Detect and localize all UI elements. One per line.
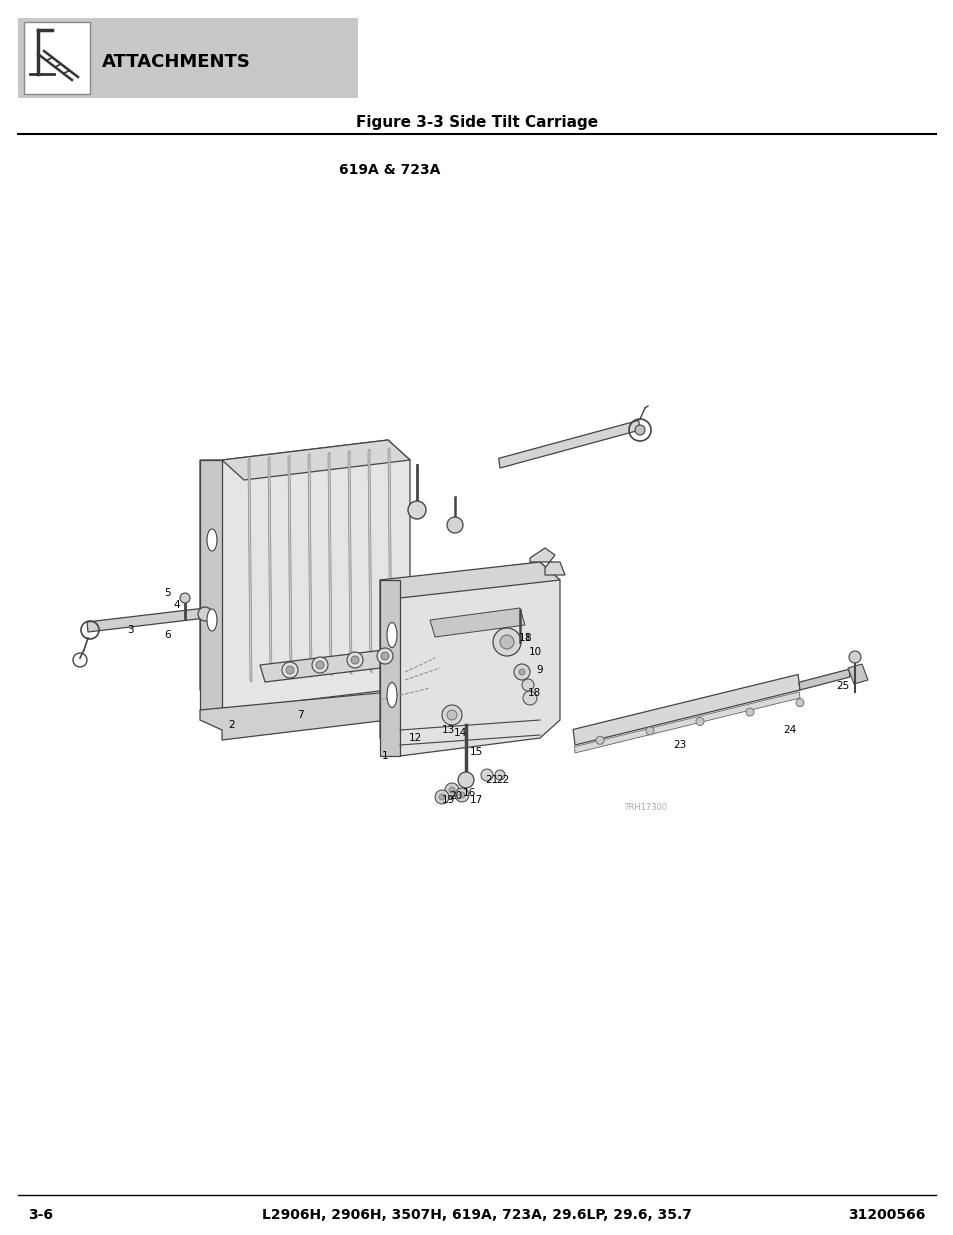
Text: 12: 12 (408, 734, 421, 743)
Circle shape (347, 652, 363, 668)
Circle shape (480, 769, 493, 781)
Circle shape (438, 794, 444, 800)
Circle shape (312, 657, 328, 673)
Circle shape (455, 788, 469, 802)
Circle shape (518, 669, 524, 676)
Ellipse shape (207, 609, 216, 631)
Text: 1: 1 (381, 751, 388, 761)
Polygon shape (847, 664, 867, 684)
Polygon shape (368, 450, 372, 673)
Circle shape (457, 772, 474, 788)
Circle shape (447, 710, 456, 720)
Circle shape (180, 593, 190, 603)
Polygon shape (308, 453, 312, 678)
Polygon shape (388, 447, 392, 672)
Text: 13: 13 (441, 725, 455, 735)
Circle shape (441, 705, 461, 725)
Ellipse shape (387, 683, 396, 708)
Polygon shape (799, 669, 849, 690)
Circle shape (444, 783, 458, 797)
Text: 21: 21 (485, 776, 498, 785)
Text: 25: 25 (836, 680, 849, 692)
Text: 14: 14 (453, 727, 466, 739)
Text: 4: 4 (173, 600, 180, 610)
Circle shape (795, 699, 803, 706)
Circle shape (596, 736, 603, 745)
Polygon shape (248, 458, 252, 682)
Bar (24, 22, 90, 94)
Circle shape (282, 662, 297, 678)
Circle shape (447, 517, 462, 534)
Circle shape (458, 792, 464, 798)
Polygon shape (200, 690, 410, 740)
Text: 5: 5 (165, 588, 172, 598)
Polygon shape (200, 440, 410, 710)
Text: 619A & 723A: 619A & 723A (339, 163, 440, 177)
Text: 22: 22 (496, 776, 509, 785)
Circle shape (351, 656, 358, 664)
Circle shape (286, 666, 294, 674)
Polygon shape (268, 457, 272, 680)
Polygon shape (379, 580, 399, 756)
Text: 3: 3 (127, 625, 133, 635)
Polygon shape (328, 452, 332, 676)
Circle shape (848, 651, 861, 663)
Text: 2: 2 (229, 720, 235, 730)
Polygon shape (574, 692, 800, 753)
Circle shape (493, 629, 520, 656)
Polygon shape (222, 440, 410, 480)
Text: Figure 3-3 Side Tilt Carriage: Figure 3-3 Side Tilt Carriage (355, 115, 598, 130)
Circle shape (696, 718, 703, 725)
Polygon shape (430, 608, 524, 637)
Polygon shape (288, 454, 292, 679)
Ellipse shape (207, 529, 216, 551)
Text: 23: 23 (673, 740, 686, 750)
Text: 6: 6 (165, 630, 172, 640)
Text: 18: 18 (527, 688, 540, 698)
Text: 9: 9 (537, 664, 543, 676)
Polygon shape (530, 548, 564, 576)
Polygon shape (573, 674, 800, 745)
Circle shape (499, 635, 514, 650)
Circle shape (380, 652, 389, 659)
Text: 31200566: 31200566 (848, 1208, 925, 1221)
Polygon shape (200, 459, 222, 710)
Polygon shape (260, 648, 405, 682)
Text: 24: 24 (782, 725, 796, 735)
Polygon shape (379, 562, 559, 756)
Circle shape (645, 727, 654, 735)
Circle shape (635, 425, 644, 435)
Circle shape (315, 661, 324, 669)
Circle shape (495, 769, 504, 781)
Text: L2906H, 2906H, 3507H, 619A, 723A, 29.6LP, 29.6, 35.7: L2906H, 2906H, 3507H, 619A, 723A, 29.6LP… (262, 1208, 691, 1221)
Circle shape (521, 679, 534, 692)
Text: 10: 10 (528, 647, 541, 657)
Text: 7RH17300: 7RH17300 (622, 804, 666, 813)
Bar (18, 19, 357, 98)
Circle shape (376, 648, 393, 664)
Text: ATTACHMENTS: ATTACHMENTS (102, 53, 251, 70)
Text: 15: 15 (469, 747, 482, 757)
Circle shape (198, 606, 212, 621)
Text: 20: 20 (449, 790, 462, 802)
Circle shape (745, 708, 753, 716)
Text: 16: 16 (462, 788, 476, 798)
Text: 7: 7 (296, 710, 303, 720)
Circle shape (522, 692, 537, 705)
Circle shape (435, 790, 449, 804)
Text: 11: 11 (517, 634, 531, 643)
Polygon shape (348, 451, 352, 674)
Text: 3-6: 3-6 (28, 1208, 53, 1221)
Polygon shape (379, 562, 559, 598)
Polygon shape (87, 608, 206, 632)
Polygon shape (498, 420, 639, 468)
Circle shape (408, 501, 426, 519)
Text: 17: 17 (469, 795, 482, 805)
Text: 19: 19 (441, 795, 455, 805)
Text: 8: 8 (524, 634, 531, 643)
Circle shape (514, 664, 530, 680)
Circle shape (449, 787, 455, 793)
Ellipse shape (387, 622, 396, 647)
